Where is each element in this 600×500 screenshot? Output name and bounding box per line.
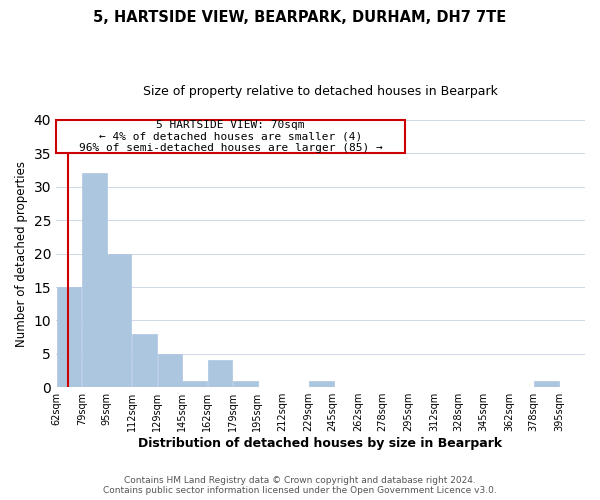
Bar — [534, 380, 559, 387]
Bar — [158, 354, 182, 387]
Y-axis label: Number of detached properties: Number of detached properties — [15, 160, 28, 346]
Text: 5 HARTSIDE VIEW: 70sqm
← 4% of detached houses are smaller (4)
96% of semi-detac: 5 HARTSIDE VIEW: 70sqm ← 4% of detached … — [79, 120, 382, 154]
FancyBboxPatch shape — [56, 120, 405, 154]
Title: Size of property relative to detached houses in Bearpark: Size of property relative to detached ho… — [143, 85, 498, 98]
Bar — [309, 380, 334, 387]
Bar — [208, 360, 232, 387]
Text: 5, HARTSIDE VIEW, BEARPARK, DURHAM, DH7 7TE: 5, HARTSIDE VIEW, BEARPARK, DURHAM, DH7 … — [94, 10, 506, 25]
Bar — [56, 287, 81, 387]
Bar — [233, 380, 258, 387]
X-axis label: Distribution of detached houses by size in Bearpark: Distribution of detached houses by size … — [139, 437, 503, 450]
Bar — [82, 174, 107, 387]
Bar — [182, 380, 206, 387]
Text: Contains HM Land Registry data © Crown copyright and database right 2024.
Contai: Contains HM Land Registry data © Crown c… — [103, 476, 497, 495]
Bar — [132, 334, 157, 387]
Bar — [107, 254, 131, 387]
